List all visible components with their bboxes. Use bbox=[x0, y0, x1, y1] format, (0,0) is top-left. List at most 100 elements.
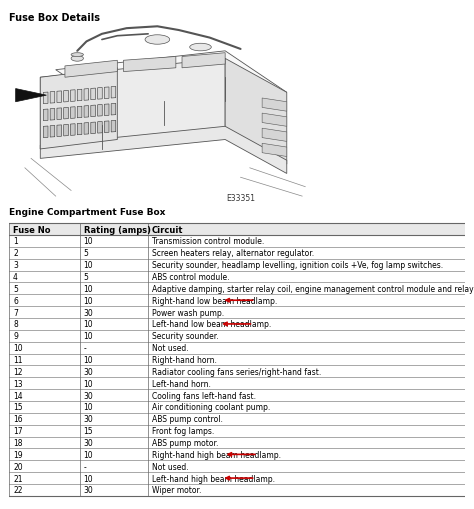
Text: 16: 16 bbox=[13, 414, 23, 423]
Polygon shape bbox=[71, 91, 75, 102]
Text: 10: 10 bbox=[13, 344, 23, 352]
Ellipse shape bbox=[145, 36, 170, 45]
Text: 2: 2 bbox=[13, 249, 18, 258]
Text: Wiper motor.: Wiper motor. bbox=[152, 486, 201, 494]
Polygon shape bbox=[64, 108, 68, 120]
Polygon shape bbox=[182, 53, 225, 69]
Text: Screen heaters relay, alternator regulator.: Screen heaters relay, alternator regulat… bbox=[152, 249, 314, 258]
Text: 22: 22 bbox=[13, 486, 23, 494]
Text: Left-hand high beam headlamp.: Left-hand high beam headlamp. bbox=[152, 474, 275, 483]
Text: Engine Compartment Fuse Box: Engine Compartment Fuse Box bbox=[9, 208, 166, 217]
Text: Front fog lamps.: Front fog lamps. bbox=[152, 427, 214, 435]
Polygon shape bbox=[50, 126, 55, 138]
Text: 19: 19 bbox=[13, 450, 23, 459]
Polygon shape bbox=[65, 61, 118, 78]
Text: 10: 10 bbox=[83, 355, 93, 364]
Polygon shape bbox=[84, 106, 89, 118]
Polygon shape bbox=[262, 144, 287, 157]
Text: 10: 10 bbox=[83, 237, 93, 246]
Polygon shape bbox=[77, 124, 82, 135]
Polygon shape bbox=[64, 91, 68, 103]
Text: 5: 5 bbox=[83, 272, 89, 281]
Text: Not used.: Not used. bbox=[152, 344, 189, 352]
Text: 30: 30 bbox=[83, 391, 93, 400]
Polygon shape bbox=[40, 59, 225, 150]
Text: Right-hand horn.: Right-hand horn. bbox=[152, 355, 217, 364]
Text: 8: 8 bbox=[13, 320, 18, 329]
Text: 10: 10 bbox=[83, 450, 93, 459]
Text: 11: 11 bbox=[13, 355, 23, 364]
Text: 3: 3 bbox=[13, 261, 18, 270]
Text: 10: 10 bbox=[83, 285, 93, 293]
Polygon shape bbox=[50, 92, 55, 104]
Text: 10: 10 bbox=[83, 320, 93, 329]
Text: 30: 30 bbox=[83, 414, 93, 423]
Text: 20: 20 bbox=[13, 462, 23, 471]
Text: 14: 14 bbox=[13, 391, 23, 400]
Polygon shape bbox=[40, 69, 118, 150]
Text: 9: 9 bbox=[13, 332, 18, 341]
Polygon shape bbox=[91, 123, 95, 134]
Text: Left-hand low beam headlamp.: Left-hand low beam headlamp. bbox=[152, 320, 271, 329]
Text: -: - bbox=[83, 344, 86, 352]
Text: Transmission control module.: Transmission control module. bbox=[152, 237, 264, 246]
Text: 10: 10 bbox=[83, 332, 93, 341]
Text: Not used.: Not used. bbox=[152, 462, 189, 471]
Text: 15: 15 bbox=[83, 427, 93, 435]
Polygon shape bbox=[16, 90, 46, 103]
Text: Left-hand horn.: Left-hand horn. bbox=[152, 379, 211, 388]
Polygon shape bbox=[71, 107, 75, 119]
Text: 4: 4 bbox=[13, 272, 18, 281]
Polygon shape bbox=[44, 127, 48, 138]
Ellipse shape bbox=[71, 56, 83, 62]
Polygon shape bbox=[262, 114, 287, 127]
Polygon shape bbox=[262, 129, 287, 142]
Polygon shape bbox=[44, 93, 48, 104]
Text: Adaptive damping, starter relay coil, engine management control module and relay: Adaptive damping, starter relay coil, en… bbox=[152, 285, 474, 293]
Polygon shape bbox=[104, 122, 109, 133]
Text: E33351: E33351 bbox=[226, 193, 255, 203]
Polygon shape bbox=[262, 99, 287, 112]
Text: Fuse Box Details: Fuse Box Details bbox=[9, 13, 100, 23]
Text: ABS pump control.: ABS pump control. bbox=[152, 414, 223, 423]
Polygon shape bbox=[123, 58, 176, 72]
Text: 12: 12 bbox=[13, 367, 23, 376]
Text: ABS pump motor.: ABS pump motor. bbox=[152, 438, 219, 447]
Text: 10: 10 bbox=[83, 296, 93, 305]
Text: Cooling fans left-hand fast.: Cooling fans left-hand fast. bbox=[152, 391, 256, 400]
Text: 6: 6 bbox=[13, 296, 18, 305]
Text: 10: 10 bbox=[83, 261, 93, 270]
Polygon shape bbox=[225, 59, 287, 165]
Text: Fuse No: Fuse No bbox=[13, 225, 51, 234]
Polygon shape bbox=[84, 123, 89, 135]
Text: 7: 7 bbox=[13, 308, 18, 317]
Bar bbox=[9, 224, 465, 236]
Polygon shape bbox=[64, 125, 68, 136]
Text: 1: 1 bbox=[13, 237, 18, 246]
Text: Power wash pump.: Power wash pump. bbox=[152, 308, 224, 317]
Polygon shape bbox=[57, 92, 62, 103]
Text: 30: 30 bbox=[83, 308, 93, 317]
Text: 21: 21 bbox=[13, 474, 23, 483]
Polygon shape bbox=[111, 104, 116, 116]
Polygon shape bbox=[56, 52, 287, 112]
Polygon shape bbox=[40, 127, 287, 174]
Text: Radiator cooling fans series/right-hand fast.: Radiator cooling fans series/right-hand … bbox=[152, 367, 321, 376]
Polygon shape bbox=[91, 106, 95, 118]
Text: 5: 5 bbox=[13, 285, 18, 293]
Polygon shape bbox=[50, 109, 55, 121]
Text: 30: 30 bbox=[83, 438, 93, 447]
Text: 10: 10 bbox=[83, 474, 93, 483]
Text: 10: 10 bbox=[83, 379, 93, 388]
Text: Security sounder, headlamp levelling, ignition coils +Ve, fog lamp switches.: Security sounder, headlamp levelling, ig… bbox=[152, 261, 443, 270]
Polygon shape bbox=[44, 110, 48, 121]
Polygon shape bbox=[84, 90, 89, 101]
Polygon shape bbox=[111, 121, 116, 133]
Polygon shape bbox=[98, 89, 102, 100]
Polygon shape bbox=[98, 105, 102, 117]
Text: 30: 30 bbox=[83, 367, 93, 376]
Text: Air conditioning coolant pump.: Air conditioning coolant pump. bbox=[152, 403, 270, 412]
Text: 5: 5 bbox=[83, 249, 89, 258]
Polygon shape bbox=[77, 107, 82, 119]
Polygon shape bbox=[91, 89, 95, 100]
